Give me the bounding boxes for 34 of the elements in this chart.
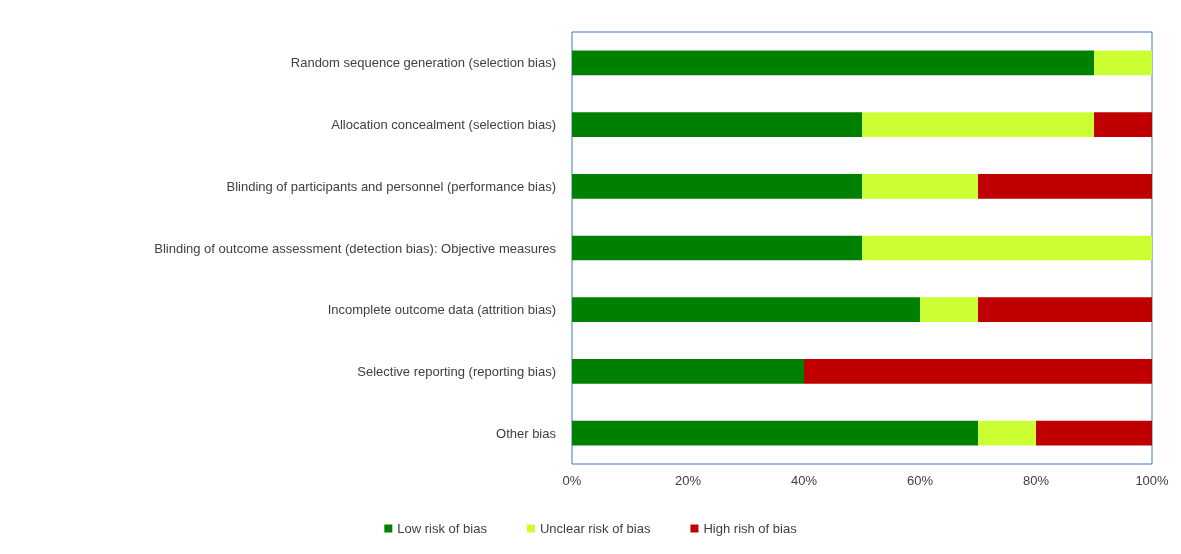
bar	[862, 173, 978, 199]
bar	[572, 235, 862, 261]
x-tick-label: 100%	[1135, 473, 1170, 488]
bar	[572, 173, 862, 199]
y-tick-label: Incomplete outcome data (attrition bias)	[327, 302, 556, 318]
bar	[978, 173, 1152, 199]
bar	[572, 297, 920, 323]
x-tick-label: 60%	[906, 473, 934, 488]
bar	[1094, 50, 1152, 76]
bar	[920, 297, 978, 323]
legend-label: Low risk of bias	[397, 521, 488, 536]
x-tick-label: 20%	[674, 473, 702, 488]
bar	[572, 50, 1094, 76]
y-tick-label: Blinding of outcome assessment (detection bias): Objective measures	[154, 240, 557, 256]
bar	[978, 420, 1036, 446]
bar	[804, 359, 1152, 384]
bar	[1036, 420, 1152, 446]
x-tick-label: 80%	[1022, 473, 1050, 488]
bar	[572, 420, 978, 446]
bar	[862, 235, 1152, 261]
y-tick-label: Blinding of participants and personnel (performance bias)	[226, 178, 556, 194]
legend-label: Unclear risk of bias	[539, 521, 651, 536]
bar	[862, 112, 1094, 137]
legend-label: High rish of bias	[703, 521, 798, 536]
bar	[978, 297, 1152, 323]
y-tick-label: Selective reporting (reporting bias)	[357, 363, 556, 379]
y-tick-label: Other bias	[496, 425, 557, 441]
bar	[572, 112, 862, 137]
x-tick-label: 40%	[790, 473, 818, 488]
x-tick-label: 0%	[562, 473, 582, 488]
bar	[572, 359, 804, 384]
y-tick-label: Random sequence generation (selection bias)	[290, 55, 556, 71]
y-tick-label: Allocation concealment (selection bias)	[331, 117, 556, 133]
bar	[1094, 112, 1152, 137]
